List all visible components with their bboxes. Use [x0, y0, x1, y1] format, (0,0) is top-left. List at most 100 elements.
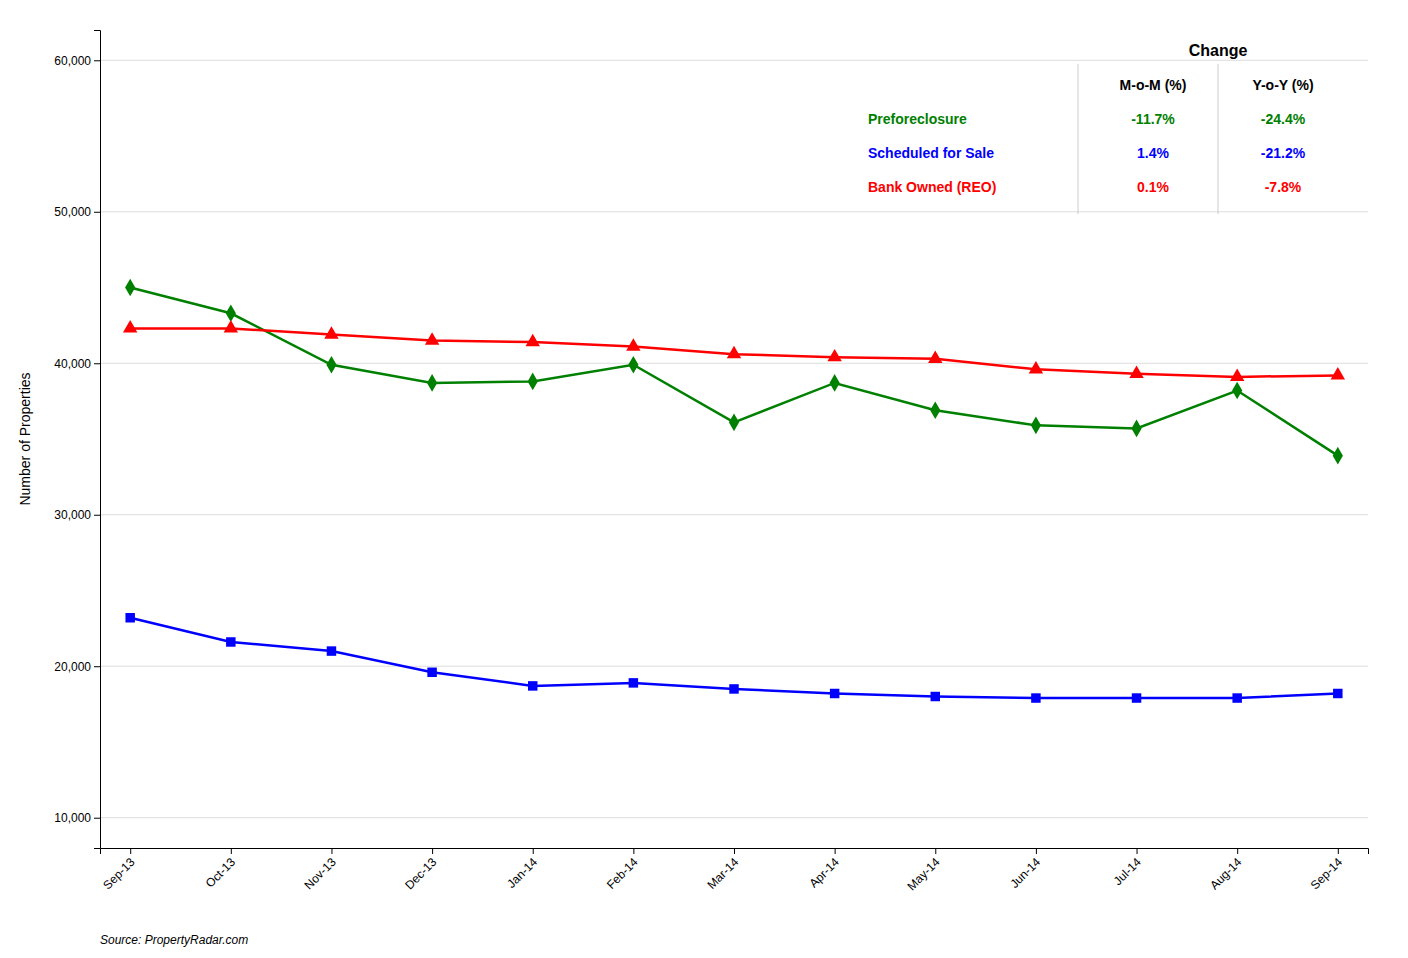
- x-tick-mark: [1137, 848, 1138, 854]
- series-marker: [729, 684, 738, 693]
- legend-change: 1.4%: [1137, 145, 1169, 161]
- y-tick-label: 40,000: [54, 357, 91, 371]
- x-tick-mark: [1338, 848, 1339, 854]
- series-marker: [930, 401, 940, 419]
- y-tick-label: 50,000: [54, 205, 91, 219]
- series-marker: [628, 356, 638, 374]
- x-tick-mark: [331, 848, 332, 854]
- x-tick-label: Sep-13: [100, 855, 137, 892]
- plot-area: 10,00020,00030,00040,00050,00060,000Sep-…: [17, 31, 1369, 894]
- series-marker: [1333, 689, 1342, 698]
- series-marker: [1232, 382, 1242, 400]
- series-marks: [123, 279, 1345, 703]
- x-tick: Sep-14: [1308, 848, 1345, 892]
- y-axis-line: [94, 31, 101, 849]
- series-marker: [727, 346, 741, 358]
- chart: 10,00020,00030,00040,00050,00060,000Sep-…: [0, 0, 1408, 958]
- x-tick-label: Oct-13: [203, 855, 239, 891]
- series-marker: [1131, 420, 1141, 438]
- legend: ChangeM-o-M (%)Y-o-Y (%)Preforeclosure-1…: [868, 42, 1314, 214]
- grid-line: [100, 666, 1368, 667]
- series-marker: [226, 637, 235, 646]
- x-tick: Jul-14: [1111, 848, 1144, 888]
- x-tick: Oct-13: [203, 848, 239, 890]
- x-tick-mark: [533, 848, 534, 854]
- y-tick-mark: [94, 666, 100, 667]
- y-tick-mark: [94, 818, 100, 819]
- series-marker: [526, 334, 540, 346]
- x-tick-mark: [935, 848, 936, 854]
- x-tick: Jan-14: [504, 848, 540, 891]
- series-marker: [830, 689, 839, 698]
- x-tick-mark: [1036, 848, 1037, 854]
- x-tick-label: May-14: [904, 855, 942, 893]
- series-line: [130, 618, 1338, 698]
- legend-label: Bank Owned (REO): [868, 179, 996, 195]
- y-tick-mark: [94, 60, 100, 61]
- series-marker: [1331, 367, 1345, 379]
- x-tick-label: Jul-14: [1111, 855, 1144, 888]
- legend-separator: [1218, 64, 1219, 214]
- x-tick-label: Jun-14: [1007, 855, 1043, 891]
- source: Source: PropertyRadar.com: [100, 933, 248, 947]
- series-marker: [830, 374, 840, 392]
- legend-column-header: Y-o-Y (%): [1252, 77, 1313, 93]
- y-axis-title: Number of Properties: [17, 372, 33, 505]
- x-tick-label: Nov-13: [301, 855, 338, 892]
- x-tick-mark: [130, 848, 131, 854]
- series-marker: [427, 668, 436, 677]
- series-marker: [928, 350, 942, 362]
- x-tick: Apr-14: [807, 848, 843, 890]
- legend-change: -24.4%: [1261, 111, 1306, 127]
- x-tick: Aug-14: [1207, 848, 1244, 892]
- legend-label: Scheduled for Sale: [868, 145, 994, 161]
- x-tick-label: Feb-14: [604, 855, 641, 892]
- y-tick-mark: [94, 212, 100, 213]
- legend-change: -11.7%: [1131, 111, 1175, 127]
- x-tick-label: Jan-14: [504, 855, 540, 891]
- series-marker: [629, 678, 638, 687]
- series-marker: [729, 414, 739, 432]
- y-tick-mark: [94, 363, 100, 364]
- legend-row: Bank Owned (REO)0.1%-7.8%: [868, 179, 1302, 195]
- grid-line: [100, 817, 1368, 818]
- x-tick-mark: [432, 848, 433, 854]
- series-marker: [1129, 366, 1143, 378]
- series-marker: [1031, 693, 1040, 702]
- series-marker: [125, 279, 135, 297]
- legend-row: Preforeclosure-11.7%-24.4%: [868, 111, 1306, 127]
- x-tick: Jun-14: [1007, 848, 1043, 891]
- grid-line: [100, 60, 1368, 61]
- x-tick: Sep-13: [100, 848, 137, 892]
- series-marker: [1232, 693, 1241, 702]
- series-marker: [123, 320, 137, 332]
- legend-separator: [1078, 64, 1079, 214]
- grid-line: [100, 514, 1368, 515]
- series-marker: [327, 646, 336, 655]
- y-tick: 10,000: [54, 811, 100, 825]
- series-marker: [1132, 693, 1141, 702]
- y-tick: 20,000: [54, 660, 100, 674]
- x-tick-mark: [835, 848, 836, 854]
- x-tick-label: Aug-14: [1207, 855, 1244, 892]
- y-axis: 10,00020,00030,00040,00050,00060,000: [54, 31, 100, 849]
- series-marker: [1031, 417, 1041, 435]
- series-marker: [1029, 361, 1043, 373]
- x-tick: Mar-14: [705, 848, 742, 892]
- x-axis: Sep-13Oct-13Nov-13Dec-13Jan-14Feb-14Mar-…: [100, 848, 1368, 893]
- grid-line: [100, 363, 1368, 364]
- x-tick-mark: [231, 848, 232, 854]
- x-tick-mark: [633, 848, 634, 854]
- y-tick-mark: [94, 515, 100, 516]
- series-marker: [827, 349, 841, 361]
- x-tick: May-14: [904, 848, 942, 893]
- legend-change: -7.8%: [1265, 179, 1302, 195]
- series-marker: [224, 320, 238, 332]
- y-tick: 40,000: [54, 357, 100, 371]
- y-tick: 50,000: [54, 205, 100, 219]
- legend-change: -21.2%: [1261, 145, 1306, 161]
- x-tick-label: Sep-14: [1308, 855, 1345, 892]
- x-tick-mark: [1237, 848, 1238, 854]
- series-marker: [326, 356, 336, 374]
- series-line: [130, 288, 1338, 456]
